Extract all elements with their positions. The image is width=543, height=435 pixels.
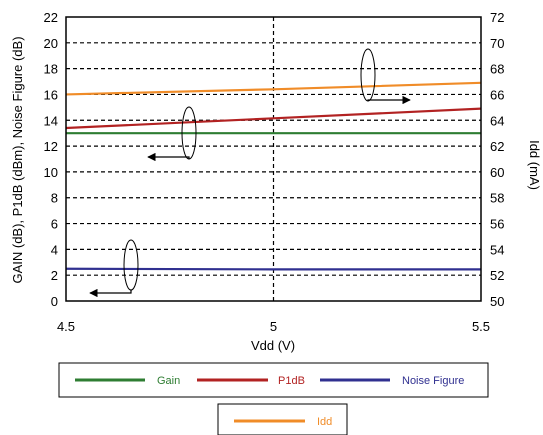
y2-tick-label: 60 <box>490 165 504 180</box>
legend: Gain P1dB Noise Figure Idd <box>58 362 489 435</box>
annotation-arrow <box>89 288 132 298</box>
legend-label-idd: Idd <box>317 416 332 428</box>
y-tick-label: 4 <box>51 242 58 257</box>
annotation-idd <box>360 48 411 105</box>
plot-border <box>65 16 482 302</box>
annotation-arrow <box>147 152 190 162</box>
x-axis-title: Vdd (V) <box>251 338 295 353</box>
y-tick-label: 22 <box>44 10 58 25</box>
y-tick-label: 14 <box>44 113 58 128</box>
y-tick-label: 8 <box>51 191 58 206</box>
y-tick-label: 16 <box>44 87 58 102</box>
series-line-p1db <box>65 107 482 130</box>
x-tick-labels: 4.5 5 5.5 <box>57 319 490 334</box>
y2-tick-label: 68 <box>490 62 504 77</box>
y2-tick-label: 72 <box>490 10 504 25</box>
annotation-noise-figure <box>89 239 139 298</box>
y2-tick-labels: 50 52 54 56 58 60 62 64 66 68 70 72 <box>490 10 504 309</box>
y-tick-label: 20 <box>44 36 58 51</box>
annotation-arrow <box>367 95 411 105</box>
y-tick-label: 2 <box>51 268 58 283</box>
series-line-noise-figure <box>65 267 481 271</box>
y2-tick-label: 62 <box>490 139 504 154</box>
series-line-idd <box>65 81 482 96</box>
series-lines <box>65 81 482 271</box>
y-tick-label: 6 <box>51 217 58 232</box>
legend-label-gain: Gain <box>157 375 180 387</box>
y2-tick-label: 64 <box>490 113 504 128</box>
y2-tick-label: 70 <box>490 36 504 51</box>
y2-tick-label: 66 <box>490 87 504 102</box>
y-tick-label: 10 <box>44 165 58 180</box>
y2-tick-label: 50 <box>490 294 504 309</box>
x-tick-label: 5 <box>270 319 277 334</box>
legend-label-noise-figure: Noise Figure <box>402 375 464 387</box>
y-axis-title: GAIN (dB), P1dB (dBm), Noise Figure (dB) <box>10 36 25 283</box>
y2-axis-title: Idd (mA) <box>527 140 542 190</box>
y-tick-label: 12 <box>44 139 58 154</box>
annotation-p1db <box>147 106 197 162</box>
y-tick-label: 18 <box>44 62 58 77</box>
y2-tick-label: 58 <box>490 191 504 206</box>
x-tick-label: 4.5 <box>57 319 75 334</box>
y2-tick-label: 52 <box>490 268 504 283</box>
y2-tick-label: 56 <box>490 217 504 232</box>
grid <box>66 17 481 301</box>
legend-label-p1db: P1dB <box>278 375 305 387</box>
y2-tick-label: 54 <box>490 242 504 257</box>
y-tick-labels: 0 2 4 6 8 10 12 14 16 18 20 22 <box>44 10 58 309</box>
y-tick-label: 0 <box>51 294 58 309</box>
x-tick-label: 5.5 <box>472 319 490 334</box>
